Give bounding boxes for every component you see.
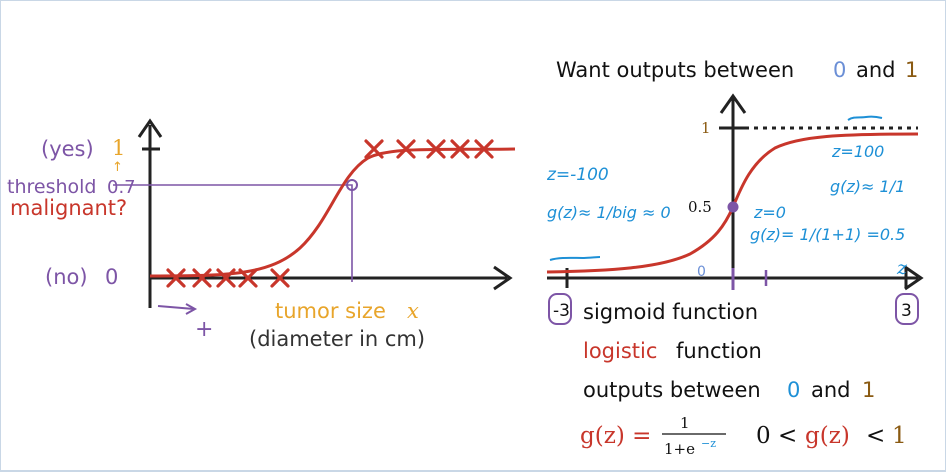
- midpoint-dot: [727, 201, 739, 213]
- x-marker: [270, 268, 290, 288]
- desc-line-3-zero: 0: [787, 378, 800, 402]
- right-title-prefix: Want outputs between: [556, 58, 794, 82]
- desc-line-3-prefix: outputs between: [583, 378, 761, 402]
- pos-tick-label: 3: [901, 301, 912, 321]
- x-marker: [396, 139, 416, 159]
- malignant-markers: [364, 139, 494, 159]
- right-title-one: 1: [905, 58, 918, 82]
- note-right-2: g(z)≈ 1/1: [830, 177, 905, 196]
- purple-arrow-stroke: [157, 305, 195, 310]
- range-one: 1: [892, 423, 907, 449]
- x-label-main: tumor size: [275, 299, 386, 323]
- left-x-arrow: [493, 265, 513, 291]
- benign-markers: [166, 268, 290, 288]
- note-right-1: z=100: [831, 142, 884, 161]
- desc-line-2-colored: logistic: [583, 339, 657, 363]
- y-yes-prefix: (yes): [41, 137, 94, 161]
- axis-var-z: z: [896, 257, 908, 279]
- x-marker: [216, 268, 236, 288]
- range-left: 0 <: [756, 423, 797, 449]
- right-y-arrow: [719, 93, 747, 114]
- threshold-line: [113, 184, 353, 282]
- purple-arrow-head: [185, 303, 198, 315]
- x-marker: [364, 139, 384, 159]
- x-zero-label: 0: [697, 264, 706, 280]
- x-marker: [426, 139, 446, 159]
- neg-tick-box: [548, 293, 572, 325]
- note-left-1: z=-100: [546, 165, 609, 185]
- pos-tick-box: [895, 293, 919, 325]
- desc-line-1: sigmoid function: [583, 300, 758, 324]
- formula-exponent: −z: [701, 437, 716, 450]
- malignant-label: malignant?: [10, 196, 127, 220]
- squiggle-right: [847, 115, 883, 121]
- y-no-prefix: (no): [45, 265, 88, 289]
- y-yes-value: 1: [112, 136, 125, 160]
- left-y-arrow: [137, 118, 163, 138]
- description-block: sigmoid function logistic function outpu…: [580, 300, 907, 458]
- x-marker: [474, 139, 494, 159]
- x-label-var: x: [407, 299, 419, 323]
- y-one-label: 1: [701, 119, 711, 137]
- desc-line-3-one: 1: [862, 378, 875, 402]
- desc-line-2-rest: function: [676, 339, 762, 363]
- formula-denominator: 1+e: [664, 440, 695, 458]
- threshold-label: threshold: [7, 176, 96, 198]
- range-g: g(z): [805, 423, 850, 449]
- x-marker: [166, 268, 186, 288]
- formula-numerator: 1: [680, 414, 690, 432]
- right-plot: Want outputs between 0 and 1 1 0.5 0 z -…: [546, 58, 924, 325]
- threshold-point: [346, 179, 358, 191]
- x-marker: [450, 139, 470, 159]
- left-plot: + (yes) 1 ↑ threshold 0.7 malignant? (no…: [7, 118, 516, 351]
- right-x-arrow: [904, 265, 924, 291]
- note-left-2: g(z)≈ 1/big ≈ 0: [547, 203, 671, 222]
- y-no-value: 0: [105, 265, 118, 289]
- x-label-sub: (diameter in cm): [249, 327, 425, 351]
- note-center-2: g(z)= 1/(1+1) =0.5: [750, 225, 905, 244]
- up-arrow-mark: ↑: [112, 160, 123, 175]
- right-title-zero: 0: [833, 58, 846, 82]
- plus-mark: +: [195, 317, 213, 342]
- desc-line-3-and: and: [811, 378, 851, 402]
- y-half-label: 0.5: [688, 198, 712, 216]
- x-marker: [238, 268, 258, 288]
- left-sigmoid-curve: [149, 147, 516, 278]
- neg-tick-label: -3: [553, 301, 570, 321]
- threshold-value: 0.7: [107, 177, 136, 198]
- range-right: <: [866, 423, 885, 449]
- x-marker: [192, 268, 212, 288]
- formula-lhs: g(z) =: [580, 423, 651, 449]
- squiggle-left: [549, 256, 601, 261]
- right-title-and: and: [856, 58, 896, 82]
- note-center-1: z=0: [753, 203, 786, 222]
